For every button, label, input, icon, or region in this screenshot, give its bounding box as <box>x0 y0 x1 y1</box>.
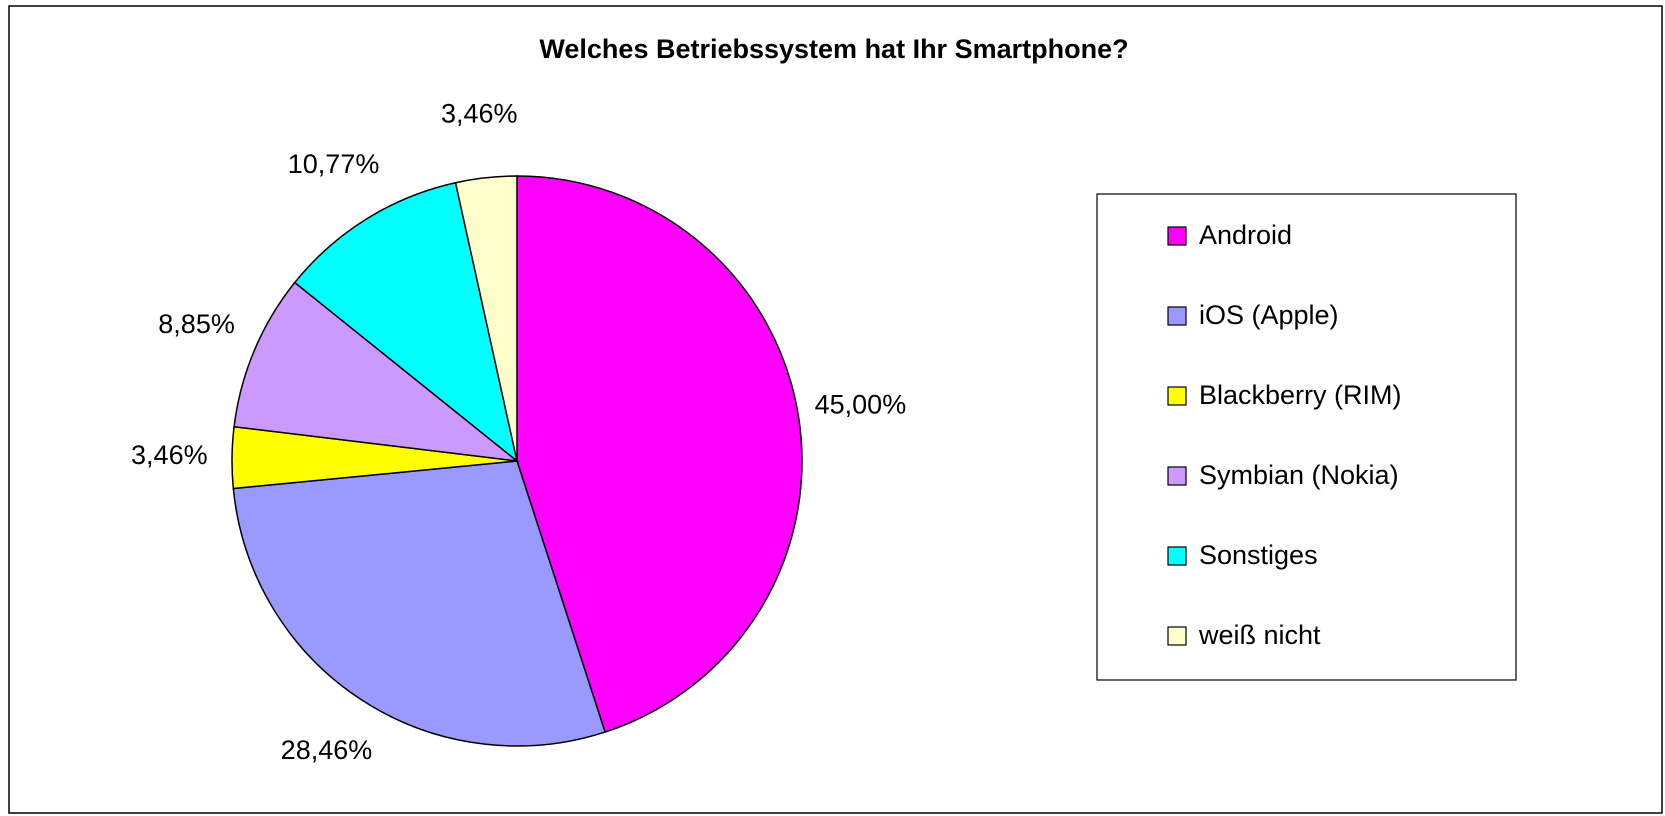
legend-label: Symbian (Nokia) <box>1199 460 1399 490</box>
legend-swatch <box>1167 386 1187 406</box>
pie-slice <box>233 281 520 463</box>
legend-label: Blackberry (RIM) <box>1199 380 1402 410</box>
legend-box <box>1096 193 1517 681</box>
legend-label: iOS (Apple) <box>1199 300 1339 330</box>
legend-swatch <box>1167 466 1187 486</box>
pie-slice <box>454 175 518 462</box>
legend-swatch <box>1167 306 1187 326</box>
pie-slice <box>516 175 803 733</box>
chart-title: Welches Betriebssystem hat Ihr Smartphon… <box>539 34 1128 64</box>
data-label: 3,46% <box>441 98 518 128</box>
legend-swatch <box>1167 226 1187 246</box>
pie-slice <box>293 181 519 463</box>
data-label: 3,46% <box>131 440 208 470</box>
legend-label: weiß nicht <box>1198 620 1321 650</box>
data-label: 45,00% <box>815 390 907 420</box>
legend-swatch <box>1167 546 1187 566</box>
data-label: 28,46% <box>281 735 373 765</box>
legend-label: Sonstiges <box>1199 540 1318 570</box>
legend-swatch <box>1167 626 1187 646</box>
data-label: 10,77% <box>288 149 380 179</box>
legend-label: Android <box>1199 220 1292 250</box>
pie-slice <box>232 460 607 747</box>
data-label: 8,85% <box>158 309 235 339</box>
